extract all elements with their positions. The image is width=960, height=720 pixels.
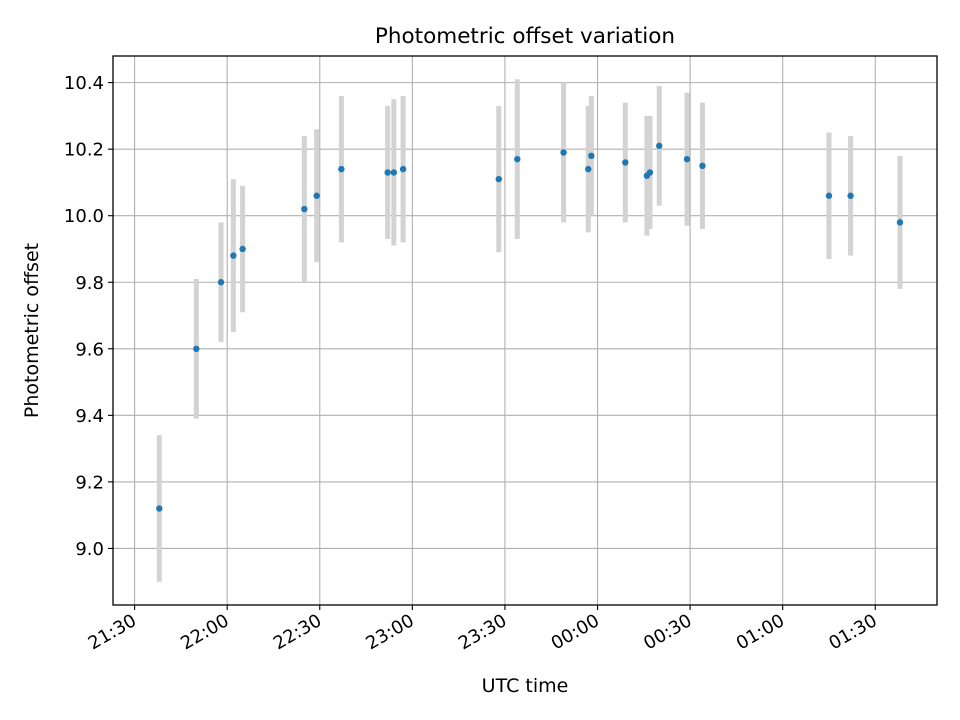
data-point	[217, 279, 225, 286]
data-point	[646, 169, 654, 176]
data-point	[588, 152, 595, 160]
data-point	[230, 252, 237, 259]
data-point	[683, 155, 691, 163]
data-point	[514, 155, 521, 163]
data-point	[825, 192, 833, 199]
data-point	[156, 505, 163, 512]
y-tick-label: 9.6	[75, 339, 104, 360]
data-point	[384, 169, 391, 176]
data-point	[560, 149, 567, 156]
data-point	[699, 162, 706, 169]
y-tick-label: 9.0	[75, 539, 104, 560]
data-point	[622, 159, 629, 166]
y-tick-label: 10.2	[64, 140, 104, 161]
y-tick-label: 9.4	[75, 406, 104, 427]
data-point	[847, 192, 854, 199]
data-point	[896, 219, 904, 226]
data-point	[390, 169, 398, 176]
data-point	[313, 192, 320, 199]
data-point	[585, 165, 592, 173]
plot-frame	[112, 55, 938, 606]
y-tick-label: 10.4	[64, 73, 104, 94]
data-point	[495, 175, 502, 183]
data-point	[656, 142, 663, 150]
data-point	[239, 245, 246, 253]
y-tick-label: 9.8	[75, 273, 104, 294]
y-axis-ticks: 9.0 9.2 9.4 9.6 9.8 10.0 10.2 10.4	[64, 73, 113, 560]
y-tick-label: 10.0	[64, 206, 104, 227]
grid	[113, 56, 937, 605]
y-tick-label: 9.2	[75, 472, 104, 493]
data-points	[156, 142, 904, 512]
x-axis-label: UTC time	[482, 675, 569, 697]
data-point	[301, 205, 308, 213]
chart-title: Photometric offset variation	[375, 24, 675, 49]
data-point	[399, 165, 407, 173]
data-point	[193, 345, 200, 352]
data-point	[338, 165, 345, 173]
y-axis-label: Photometric offset	[21, 243, 43, 418]
